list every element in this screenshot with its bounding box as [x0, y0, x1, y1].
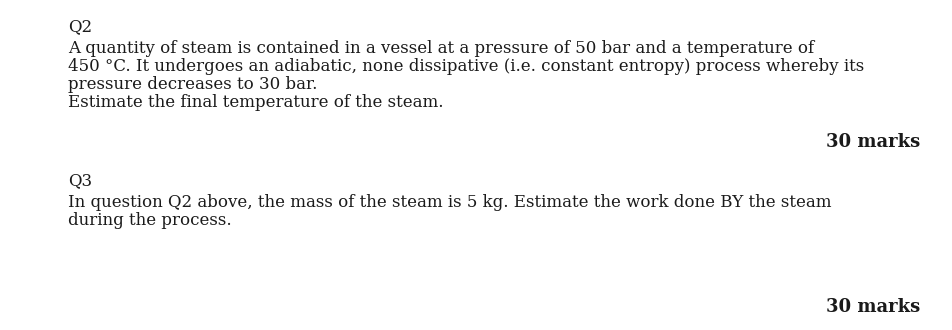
Text: during the process.: during the process. [68, 212, 231, 229]
Text: 30 marks: 30 marks [825, 298, 920, 316]
Text: In question Q2 above, the mass of the steam is 5 kg. Estimate the work done BY t: In question Q2 above, the mass of the st… [68, 194, 831, 211]
Text: Estimate the final temperature of the steam.: Estimate the final temperature of the st… [68, 94, 444, 111]
Text: Q3: Q3 [68, 172, 92, 189]
Text: Q2: Q2 [68, 18, 92, 35]
Text: 30 marks: 30 marks [825, 133, 920, 151]
Text: A quantity of steam is contained in a vessel at a pressure of 50 bar and a tempe: A quantity of steam is contained in a ve… [68, 40, 814, 57]
Text: 450 °C. It undergoes an adiabatic, none dissipative (i.e. constant entropy) proc: 450 °C. It undergoes an adiabatic, none … [68, 58, 864, 75]
Text: pressure decreases to 30 bar.: pressure decreases to 30 bar. [68, 76, 317, 93]
